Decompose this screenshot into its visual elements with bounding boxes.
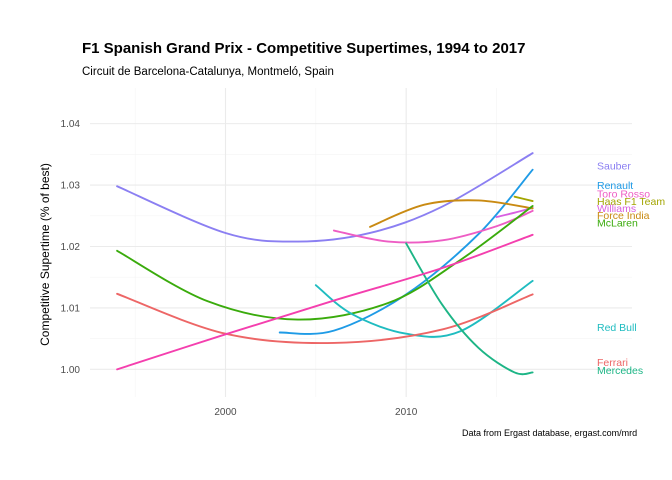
series-label-williams: Williams (597, 203, 636, 215)
axis-ticks: 1.00 1.01 1.02 1.03 1.04 2000 2010 (61, 119, 418, 418)
y-tick-label: 1.02 (61, 242, 81, 253)
series-line-ferrari (116, 292, 534, 345)
y-tick-label: 1.03 (61, 181, 81, 192)
series-line-sauber (116, 152, 534, 243)
series-label-renault: Renault (597, 180, 633, 192)
y-axis-title: Competitive Supertime (% of best) (38, 163, 52, 346)
series-label-haas-f1-team: Haas F1 Team (597, 196, 665, 208)
series-line-unlabelled (116, 233, 534, 371)
x-tick-label: 2010 (395, 407, 418, 418)
series-label-force-india: Force India (597, 210, 650, 222)
series-line-haas-f1-team (513, 195, 534, 202)
chart-title: F1 Spanish Grand Prix - Competitive Supe… (82, 40, 525, 57)
y-tick-label: 1.01 (61, 303, 81, 314)
series-label-mercedes: Mercedes (597, 365, 643, 377)
series-label-sauber: Sauber (597, 160, 631, 172)
series-line-mclaren (116, 205, 534, 321)
series-line-mercedes (405, 242, 534, 376)
series-label-ferrari: Ferrari (597, 357, 628, 369)
y-tick-label: 1.04 (61, 119, 81, 130)
series-lines (116, 152, 534, 376)
chart-caption: Data from Ergast database, ergast.com/mr… (462, 428, 637, 438)
series-label-toro-rosso: Toro Rosso (597, 189, 650, 201)
series-label-red-bull: Red Bull (597, 322, 637, 334)
x-tick-label: 2000 (214, 407, 237, 418)
y-tick-label: 1.00 (61, 365, 81, 376)
grid (90, 88, 632, 397)
series-label-mclaren: McLaren (597, 218, 638, 230)
chart-subtitle: Circuit de Barcelona-Catalunya, Montmeló… (82, 66, 334, 78)
series-line-toro-rosso (332, 209, 534, 244)
series-line-force-india (369, 199, 534, 228)
